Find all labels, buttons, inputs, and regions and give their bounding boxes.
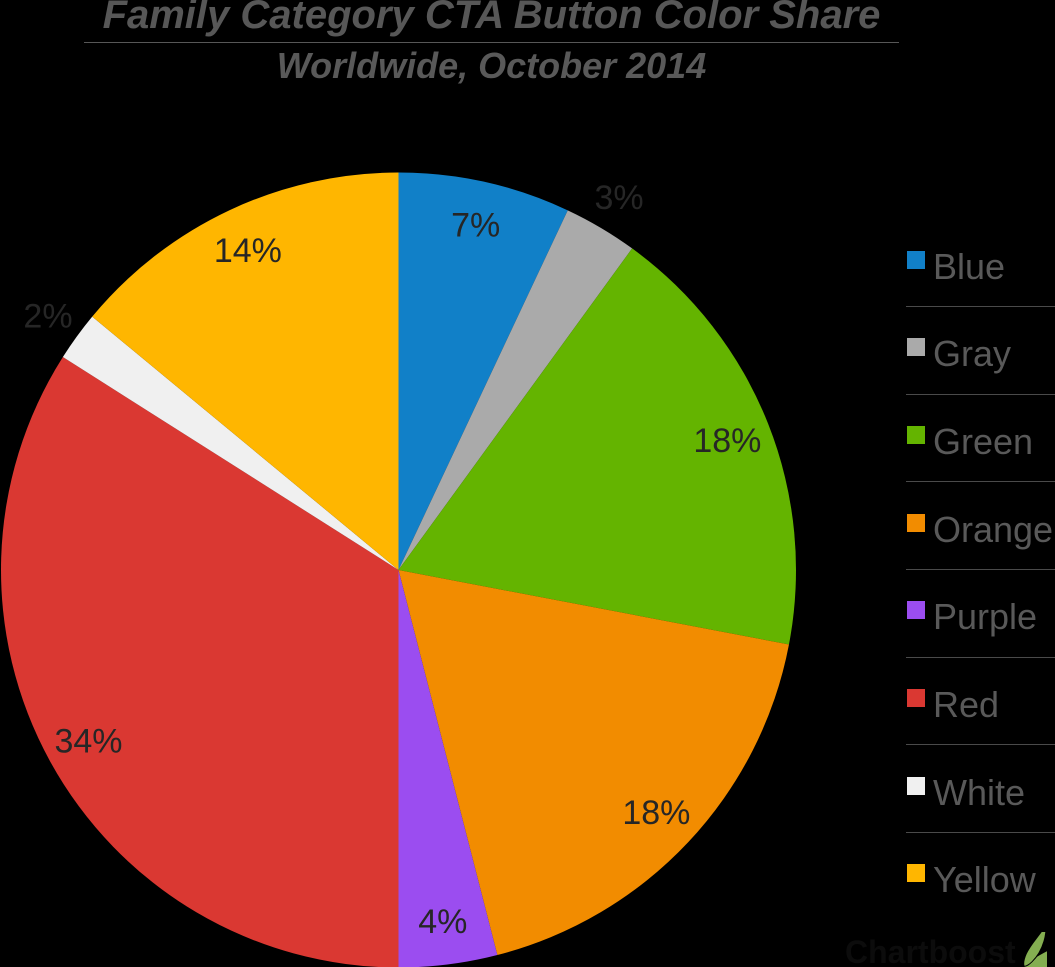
svg-text:2%: 2% [23, 297, 72, 335]
svg-text:Chartboost: Chartboost [845, 934, 1016, 967]
svg-text:7%: 7% [451, 207, 500, 245]
svg-text:14%: 14% [214, 232, 282, 270]
svg-text:4%: 4% [418, 903, 467, 941]
svg-text:3%: 3% [595, 179, 644, 217]
svg-text:18%: 18% [622, 794, 690, 832]
svg-text:18%: 18% [693, 422, 761, 460]
svg-text:34%: 34% [54, 722, 122, 760]
